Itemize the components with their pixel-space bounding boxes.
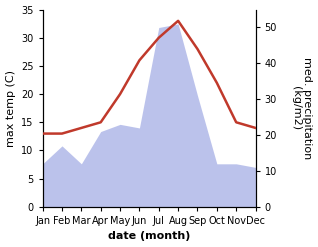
X-axis label: date (month): date (month) <box>108 231 190 242</box>
Y-axis label: max temp (C): max temp (C) <box>5 70 16 147</box>
Y-axis label: med. precipitation
(kg/m2): med. precipitation (kg/m2) <box>291 57 313 159</box>
